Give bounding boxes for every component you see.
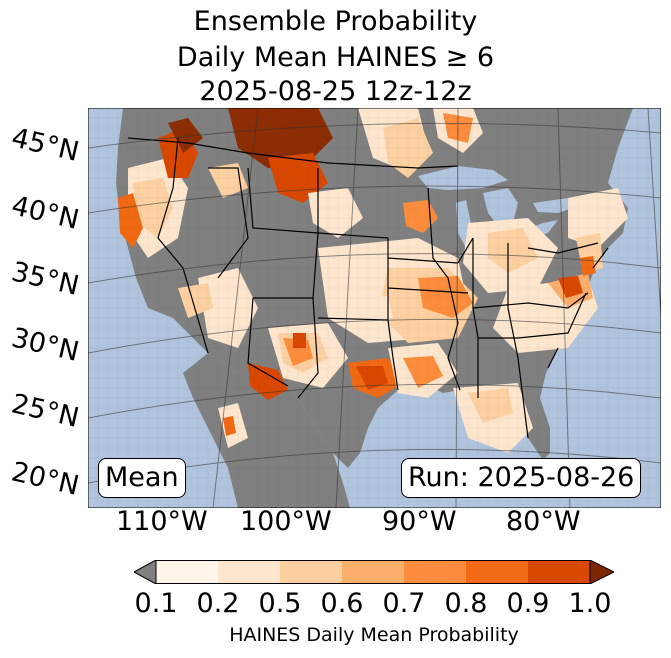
colorbar-over-arrow — [589, 559, 616, 585]
colorbar-label: HAINES Daily Mean Probability — [229, 624, 519, 646]
title-line-2: Daily Mean HAINES ≥ 6 — [176, 42, 495, 73]
lat-label-45: 45°N — [8, 122, 82, 168]
colorbar-tick-4: 0.7 — [382, 588, 426, 619]
colorbar-bin-1 — [156, 560, 218, 584]
title-line-1: Ensemble Probability — [193, 6, 478, 37]
mean-label: Mean — [98, 458, 186, 498]
colorbar — [132, 559, 616, 585]
colorbar-svg — [132, 559, 616, 585]
map-canvas — [87, 107, 662, 509]
lat-label-40: 40°N — [8, 190, 82, 236]
colorbar-tick-2: 0.5 — [258, 588, 302, 619]
lon-label-110: 110°W — [116, 506, 208, 537]
lat-label-30: 30°N — [8, 322, 82, 368]
colorbar-bin-5 — [404, 560, 466, 584]
colorbar-tick-7: 1.0 — [568, 588, 612, 619]
colorbar-bin-7 — [528, 560, 590, 584]
lat-label-20: 20°N — [8, 456, 82, 502]
colorbar-bin-2 — [218, 560, 280, 584]
colorbar-tick-0: 0.1 — [134, 588, 178, 619]
colorbar-bin-4 — [342, 560, 404, 584]
colorbar-tick-5: 0.8 — [444, 588, 488, 619]
lon-label-100: 100°W — [240, 506, 332, 537]
probability-map — [87, 107, 662, 509]
run-label: Run: 2025-08-26 — [401, 458, 642, 498]
colorbar-bin-3 — [280, 560, 342, 584]
colorbar-bin-6 — [466, 560, 528, 584]
colorbar-tick-1: 0.2 — [196, 588, 240, 619]
grid-texture — [88, 108, 661, 508]
colorbar-tick-6: 0.9 — [506, 588, 550, 619]
lat-label-25: 25°N — [8, 388, 82, 434]
title-line-3: 2025-08-25 12z-12z — [199, 76, 472, 107]
colorbar-under-arrow — [132, 559, 157, 585]
colorbar-tick-3: 0.6 — [320, 588, 364, 619]
lat-label-35: 35°N — [8, 256, 82, 302]
lon-label-90: 90°W — [382, 506, 457, 537]
state-borders — [127, 137, 609, 439]
lon-label-80: 80°W — [506, 506, 581, 537]
